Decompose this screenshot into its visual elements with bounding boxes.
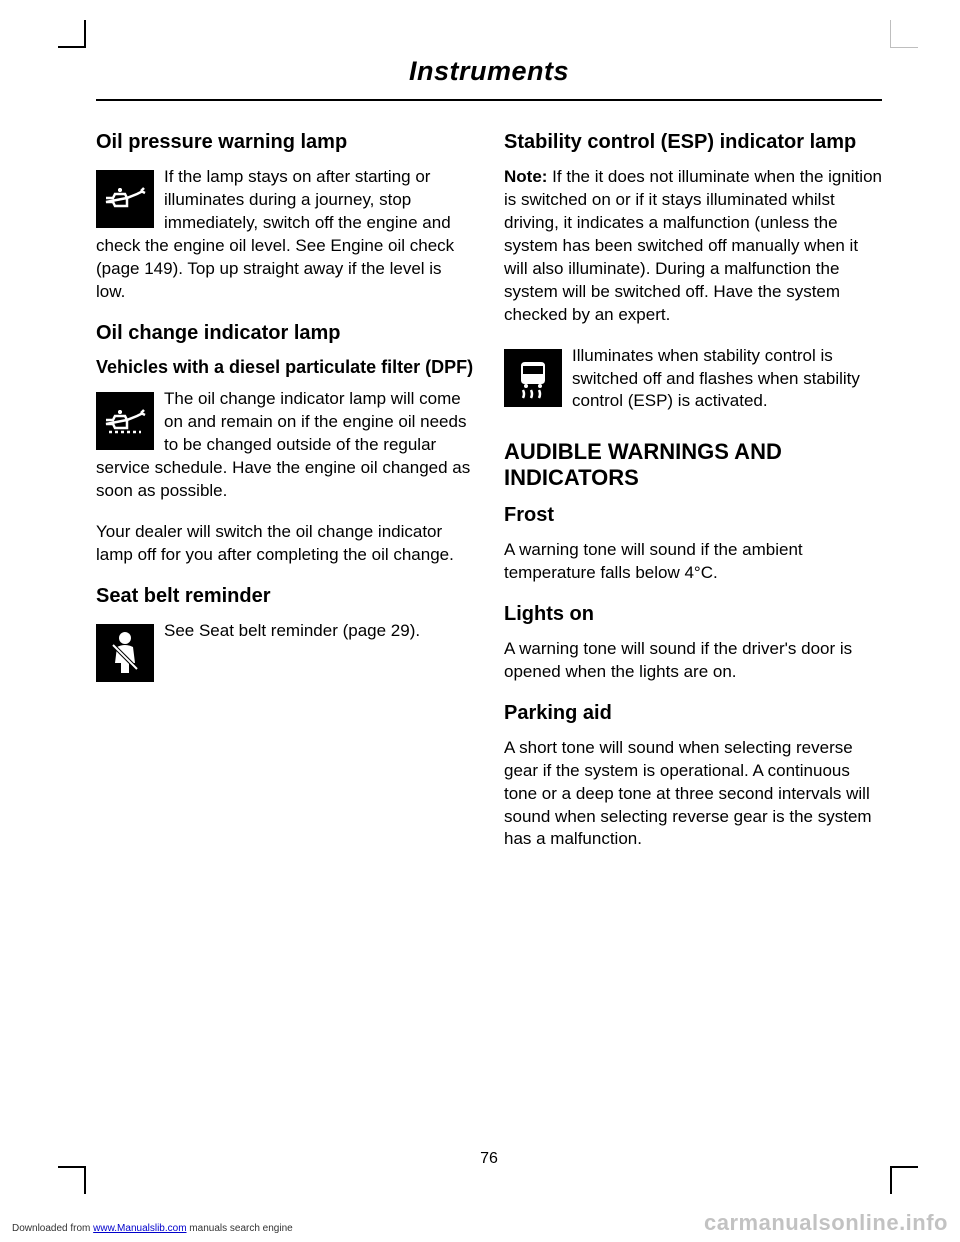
body-oil-change-2: Your dealer will switch the oil change i…: [96, 521, 474, 567]
oil-change-icon: [96, 392, 154, 450]
seatbelt-icon: [96, 624, 154, 682]
heading-oil-change: Oil change indicator lamp: [96, 322, 474, 345]
heading-lights-on: Lights on: [504, 603, 882, 626]
crop-mark-tl: [58, 20, 86, 48]
heading-parking-aid: Parking aid: [504, 702, 882, 725]
page-title: Instruments: [96, 56, 882, 87]
left-column: Oil pressure warning lamp If the lamp st…: [96, 131, 474, 869]
body-oil-pressure: If the lamp stays on after starting or i…: [96, 166, 474, 304]
page-number: 76: [96, 1150, 882, 1168]
heading-seatbelt: Seat belt reminder: [96, 585, 474, 608]
footer-suffix: manuals search engine: [187, 1223, 293, 1234]
text-seatbelt: See Seat belt reminder (page 29).: [164, 621, 420, 640]
oil-can-icon: [96, 170, 154, 228]
crop-mark-tr: [890, 20, 918, 48]
right-column: Stability control (ESP) indicator lamp N…: [504, 131, 882, 869]
crop-mark-br: [890, 1166, 918, 1194]
columns: Oil pressure warning lamp If the lamp st…: [96, 131, 882, 869]
footer-link[interactable]: www.Manualslib.com: [93, 1223, 186, 1234]
heading-frost: Frost: [504, 504, 882, 527]
heading-esp: Stability control (ESP) indicator lamp: [504, 131, 882, 154]
car-skid-icon: [504, 349, 562, 407]
page-content: Instruments Oil pressure warning lamp If…: [96, 56, 882, 1162]
heading-oil-pressure: Oil pressure warning lamp: [96, 131, 474, 154]
heading-audible: AUDIBLE WARNINGS AND INDICATORS: [504, 439, 882, 490]
body-esp: Illuminates when stability control is sw…: [504, 345, 882, 414]
body-parking-aid: A short tone will sound when selecting r…: [504, 737, 882, 852]
note-esp: Note: If the it does not illuminate when…: [504, 166, 882, 327]
footer-prefix: Downloaded from: [12, 1223, 93, 1234]
note-body: If the it does not illuminate when the i…: [504, 167, 882, 324]
body-oil-change-1: The oil change indicator lamp will come …: [96, 388, 474, 503]
text-esp: Illuminates when stability control is sw…: [572, 346, 860, 411]
body-lights-on: A warning tone will sound if the driver'…: [504, 638, 882, 684]
footer: Downloaded from www.Manualslib.com manua…: [12, 1223, 293, 1234]
note-label: Note:: [504, 167, 547, 186]
title-rule: [96, 99, 882, 101]
body-seatbelt: See Seat belt reminder (page 29).: [96, 620, 474, 643]
body-frost: A warning tone will sound if the ambient…: [504, 539, 882, 585]
subheading-dpf: Vehicles with a diesel particulate filte…: [96, 357, 474, 379]
crop-mark-bl: [58, 1166, 86, 1194]
watermark: carmanualsonline.info: [704, 1210, 948, 1236]
